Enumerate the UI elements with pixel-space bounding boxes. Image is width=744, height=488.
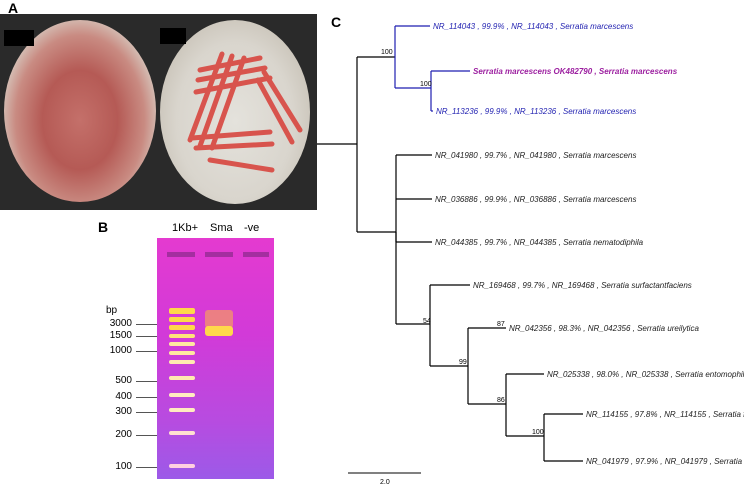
bootstrap-value: 100 <box>381 49 393 56</box>
panel-label-b: B <box>98 219 109 235</box>
ladder-tick <box>136 467 158 468</box>
lane-label-ladder: 1Kb+ <box>172 222 198 234</box>
lane-label-negative: -ve <box>244 222 260 234</box>
leaf-label: NR_169468 , 99.7% , NR_169468 , Serratia… <box>473 281 692 290</box>
bootstrap-value: 100 <box>420 81 432 88</box>
scale-bar-label: 2.0 <box>380 479 390 486</box>
bootstrap-value: 100 <box>532 429 544 436</box>
ladder-label: 300 <box>115 406 132 417</box>
ladder-tick <box>136 412 158 413</box>
bp-unit-label: bp <box>106 305 118 316</box>
agarose-gel <box>157 238 274 479</box>
leaf-label: NR_044385 , 99.7% , NR_044385 , Serratia… <box>435 238 644 247</box>
panel-label-c: C <box>331 14 342 30</box>
leaf-label: NR_113236 , 99.9% , NR_113236 , Serratia… <box>436 107 636 116</box>
bootstrap-value: 99 <box>459 359 467 366</box>
ladder-tick <box>136 351 158 352</box>
leaf-label: NR_025338 , 98.0% , NR_025338 , Serratia… <box>547 370 744 379</box>
bootstrap-value: 87 <box>497 321 505 328</box>
lane-label-sample: Sma <box>210 222 233 234</box>
redaction-box <box>160 28 186 44</box>
leaf-label-query: Serratia marcescens OK482790 , Serratia … <box>473 67 678 76</box>
petri-dish-lawn <box>4 20 156 202</box>
ladder-tick <box>136 324 158 325</box>
gel-bands <box>167 252 269 468</box>
leaf-label: NR_042356 , 98.3% , NR_042356 , Serratia… <box>509 324 699 333</box>
bootstrap-value: 86 <box>497 397 505 404</box>
ladder-tick <box>136 435 158 436</box>
leaf-label: NR_114155 , 97.8% , NR_114155 , Serratia… <box>586 410 744 419</box>
ladder-label: 100 <box>115 461 132 472</box>
petri-dish-photo <box>0 14 317 210</box>
ladder-label: 1500 <box>109 330 132 341</box>
leaf-label: NR_036886 , 99.9% , NR_036886 , Serratia… <box>435 195 636 204</box>
leaf-label: NR_114043 , 99.9% , NR_114043 , Serratia… <box>433 22 633 31</box>
ladder-tick <box>136 397 158 398</box>
leaf-label: NR_041980 , 99.7% , NR_041980 , Serratia… <box>435 151 636 160</box>
ladder-label: 200 <box>115 429 132 440</box>
petri-dish-streak <box>160 20 310 204</box>
redaction-box <box>4 30 34 46</box>
ladder-tick <box>136 381 158 382</box>
ladder-label: 500 <box>115 375 132 386</box>
panel-label-a: A <box>8 0 19 16</box>
ladder-label: 3000 <box>109 318 132 329</box>
leaf-label: NR_041979 , 97.9% , NR_041979 , Serratia… <box>586 457 744 466</box>
streak-pattern <box>187 51 303 173</box>
ladder-label: 1000 <box>109 345 132 356</box>
bootstrap-value: 54 <box>423 318 431 325</box>
ladder-tick <box>136 336 158 337</box>
ladder-label: 400 <box>115 391 132 402</box>
